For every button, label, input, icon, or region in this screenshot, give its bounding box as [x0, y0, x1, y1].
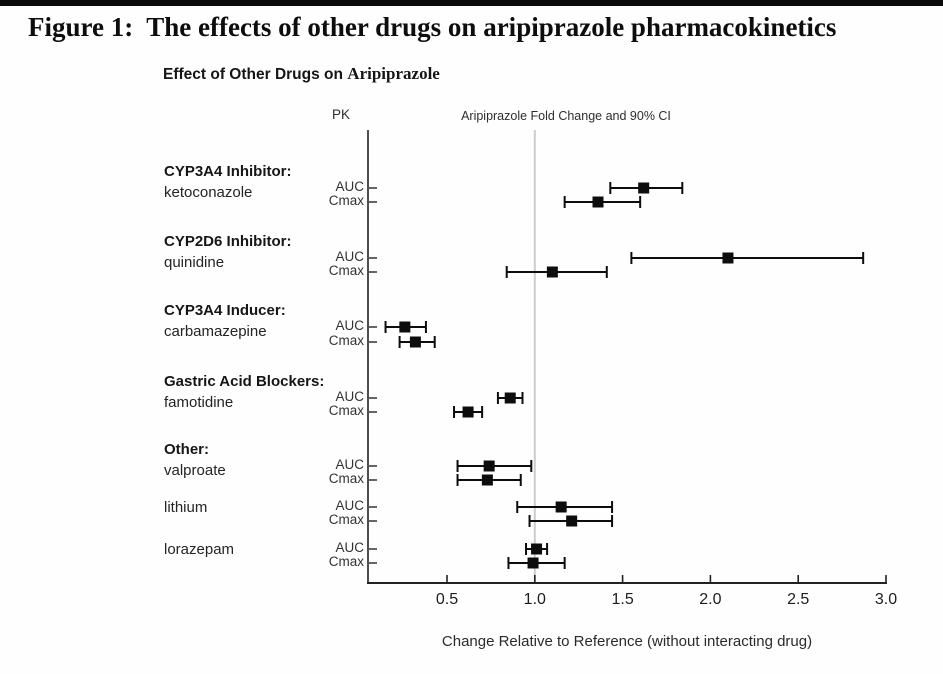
ketoconazole-auc-estimate-marker	[638, 182, 650, 194]
famotidine-cmax-estimate-marker	[462, 406, 474, 418]
pk-column-header: PK	[331, 107, 350, 122]
lithium-auc-estimate-marker	[555, 501, 567, 513]
ci-column-header: Aripiprazole Fold Change and 90% CI	[461, 109, 671, 123]
quinidine-cmax-estimate-marker	[546, 266, 558, 278]
famotidine-auc-estimate-marker	[504, 392, 516, 404]
valproate-cmax-estimate-marker	[481, 474, 493, 486]
top-border-bar	[0, 0, 943, 6]
valproate-auc-estimate-marker	[483, 460, 495, 472]
carbamazepine-cmax-estimate-marker	[409, 336, 421, 348]
lithium-cmax-estimate-marker	[566, 515, 578, 527]
quinidine-auc-estimate-marker	[722, 252, 734, 264]
x-axis-label: Change Relative to Reference (without in…	[441, 633, 813, 650]
chart-title-prefix: Effect of Other Drugs on	[163, 66, 348, 83]
chart-title: Effect of Other Drugs on Aripiprazole	[163, 64, 440, 84]
lorazepam-auc-estimate-marker	[531, 543, 543, 555]
figure-title: Figure 1: The effects of other drugs on …	[28, 12, 837, 42]
lorazepam-cmax-estimate-marker	[527, 557, 539, 569]
chart-title-drug: Aripiprazole	[347, 64, 440, 83]
carbamazepine-auc-estimate-marker	[399, 321, 411, 333]
ketoconazole-cmax-estimate-marker	[592, 196, 604, 208]
